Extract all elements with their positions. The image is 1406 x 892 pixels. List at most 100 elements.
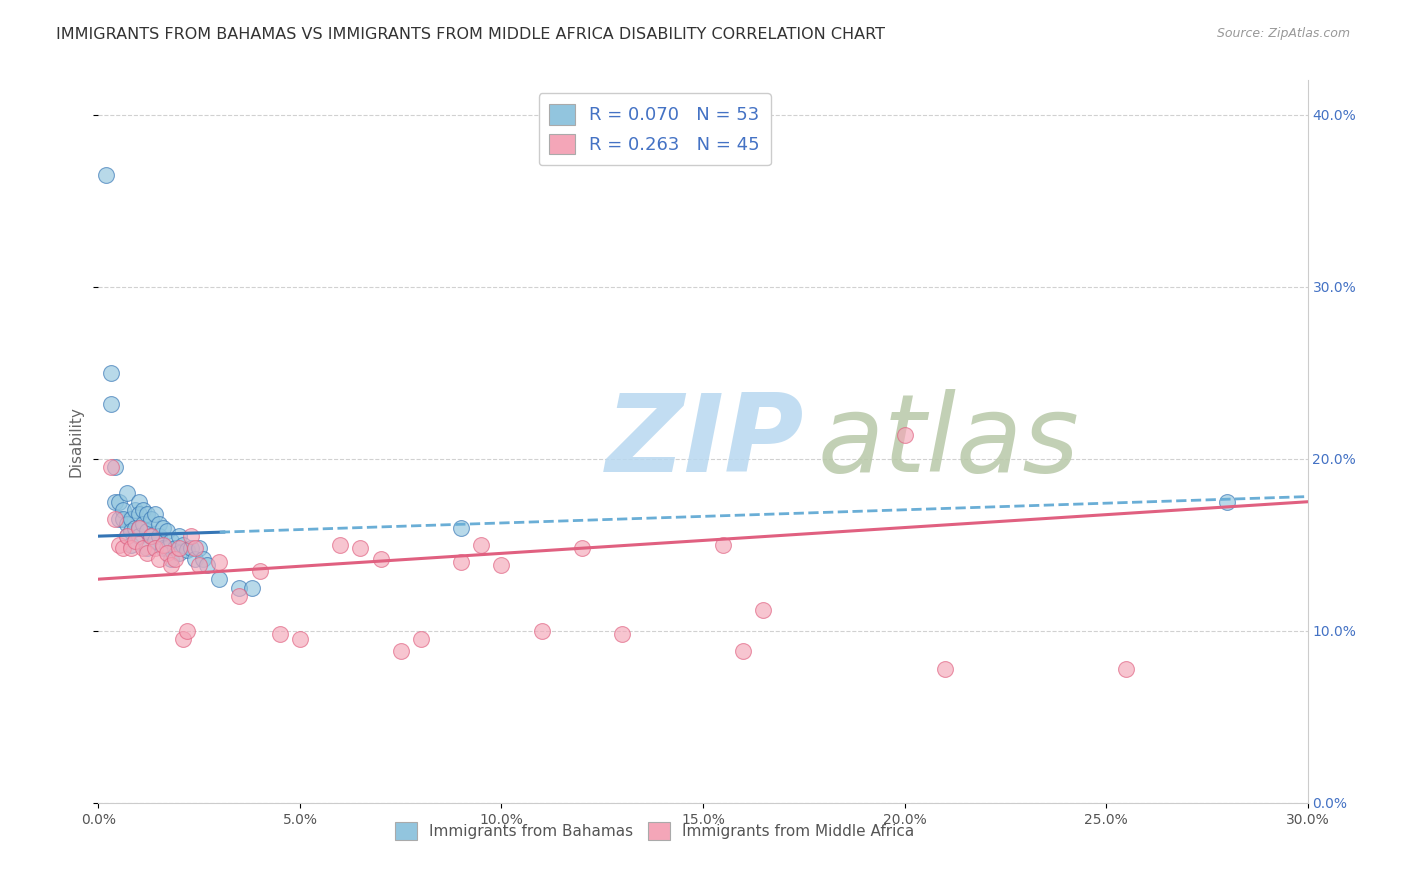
Point (195, 558, 218, 573)
Point (184, 551, 207, 566)
Point (156, 541, 179, 556)
Point (132, 503, 155, 517)
Point (128, 520, 150, 534)
Point (100, 460, 122, 475)
Point (111, 541, 134, 556)
Point (193, 551, 215, 566)
Point (152, 520, 174, 534)
Point (389, 644, 412, 658)
Text: Source: ZipAtlas.com: Source: ZipAtlas.com (1216, 27, 1350, 40)
Point (120, 541, 142, 556)
Point (571, 541, 593, 556)
Point (96, 168, 118, 182)
Point (228, 581, 250, 595)
Point (530, 624, 553, 638)
Point (491, 558, 513, 573)
Point (329, 538, 352, 552)
Point (893, 427, 915, 442)
Point (184, 541, 207, 556)
Point (172, 538, 194, 552)
Point (167, 541, 190, 556)
Point (269, 627, 291, 641)
Point (163, 541, 186, 556)
Point (160, 551, 183, 566)
Point (143, 507, 166, 521)
Point (115, 486, 138, 500)
Point (470, 538, 492, 552)
Point (107, 538, 129, 552)
Point (139, 529, 162, 543)
Point (135, 541, 157, 556)
Point (176, 542, 198, 557)
Point (160, 558, 183, 573)
Point (934, 662, 956, 676)
Text: atlas: atlas (818, 389, 1080, 494)
Point (188, 541, 211, 556)
Point (450, 555, 472, 569)
Point (128, 520, 150, 534)
Point (128, 507, 150, 521)
Point (288, 632, 311, 647)
Point (172, 632, 194, 647)
Point (160, 534, 183, 549)
Point (132, 541, 155, 556)
Point (152, 538, 174, 552)
Point (188, 558, 211, 573)
Point (249, 564, 271, 578)
Point (180, 541, 202, 556)
Point (124, 503, 146, 517)
Point (107, 512, 129, 526)
Point (111, 512, 134, 526)
Point (135, 524, 157, 538)
Point (132, 517, 155, 532)
Point (208, 572, 231, 586)
Point (148, 517, 170, 532)
Point (128, 494, 150, 508)
Point (128, 529, 150, 543)
Point (107, 494, 129, 508)
Point (115, 529, 138, 543)
Text: IMMIGRANTS FROM BAHAMAS VS IMMIGRANTS FROM MIDDLE AFRICA DISABILITY CORRELATION : IMMIGRANTS FROM BAHAMAS VS IMMIGRANTS FR… (56, 27, 886, 42)
Point (711, 538, 734, 552)
Point (176, 624, 198, 638)
Point (612, 627, 634, 641)
Point (103, 512, 125, 526)
Point (115, 517, 138, 532)
Point (228, 590, 250, 604)
Point (120, 512, 142, 526)
Point (148, 551, 170, 566)
Point (124, 534, 146, 549)
Point (152, 541, 174, 556)
Point (100, 397, 122, 411)
Legend: Immigrants from Bahamas, Immigrants from Middle Africa: Immigrants from Bahamas, Immigrants from… (389, 816, 920, 846)
Point (180, 529, 202, 543)
Point (148, 529, 170, 543)
Point (450, 520, 472, 534)
Point (139, 529, 162, 543)
Point (103, 460, 125, 475)
Point (240, 581, 263, 595)
Point (167, 529, 190, 543)
Point (135, 546, 157, 560)
Point (135, 507, 157, 521)
Point (139, 512, 162, 526)
Point (163, 551, 186, 566)
Point (100, 366, 122, 380)
Point (1115, 662, 1137, 676)
Point (111, 503, 134, 517)
Text: ZIP: ZIP (606, 389, 804, 494)
Point (752, 603, 775, 617)
Point (124, 520, 146, 534)
Point (120, 524, 142, 538)
Point (120, 538, 142, 552)
Point (156, 546, 179, 560)
Point (208, 555, 231, 569)
Y-axis label: Disability: Disability (67, 406, 83, 477)
Point (115, 529, 138, 543)
Point (349, 541, 371, 556)
Point (409, 632, 432, 647)
Point (733, 644, 755, 658)
Point (1216, 494, 1239, 508)
Point (167, 546, 190, 560)
Point (143, 541, 166, 556)
